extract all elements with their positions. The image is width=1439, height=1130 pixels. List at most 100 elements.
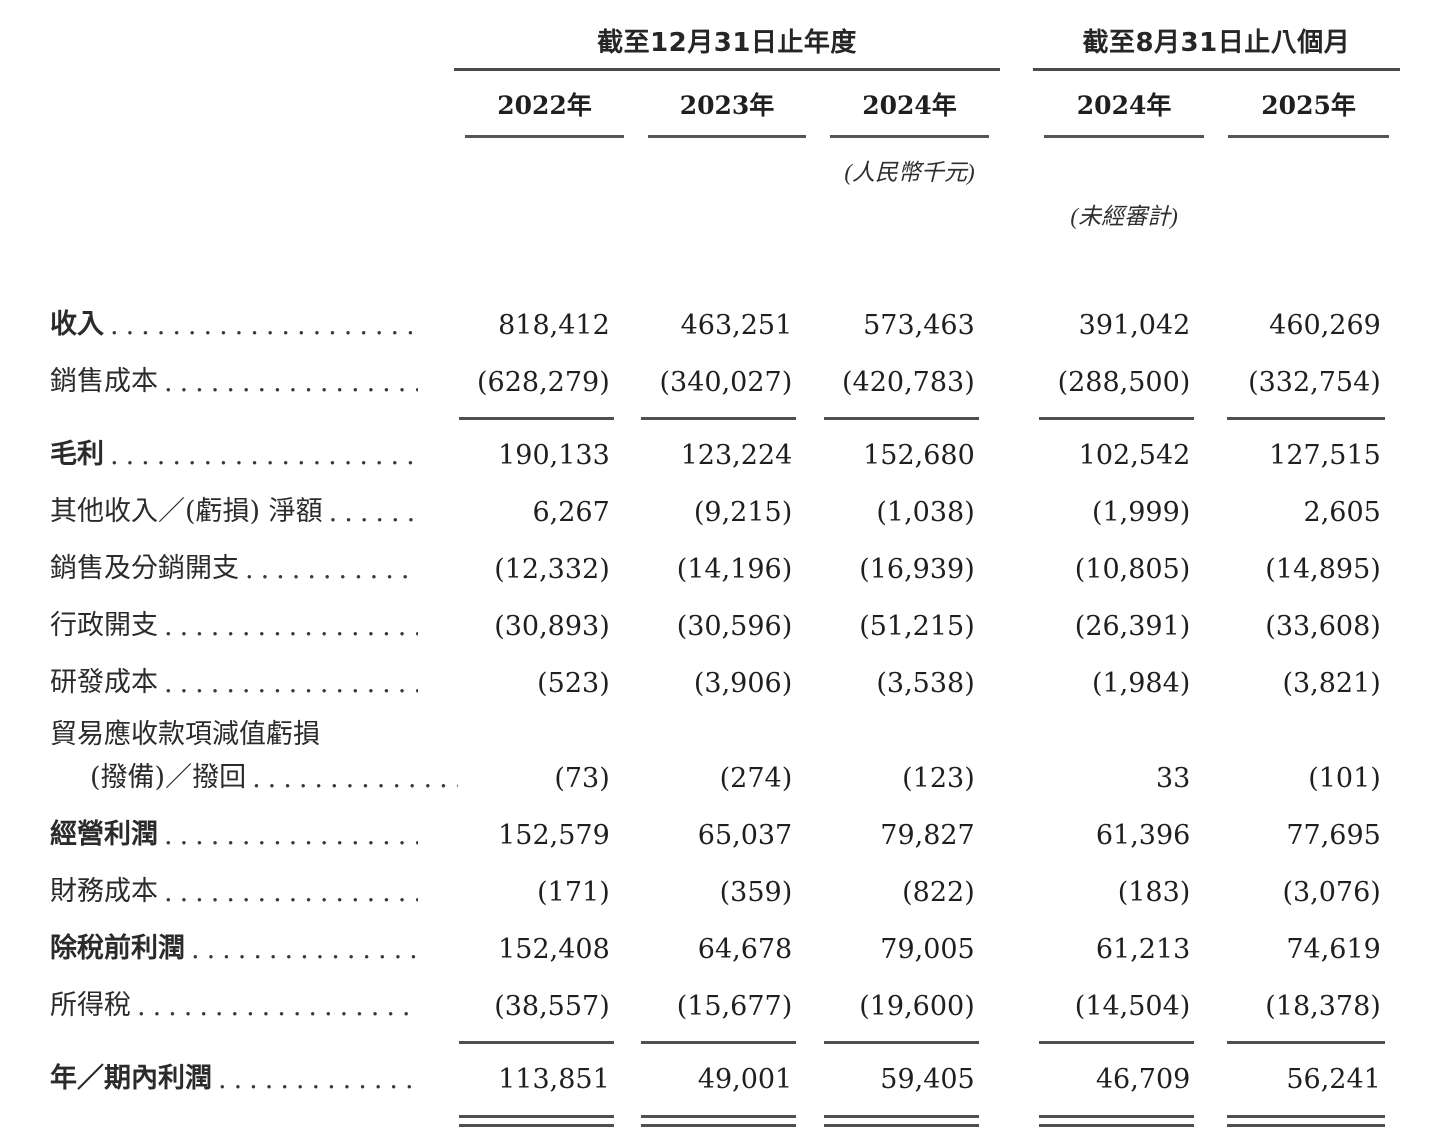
tail-selling — [1401, 537, 1439, 594]
header-tail-blank — [1401, 0, 1439, 67]
cell-cost-2025i: (332,754) — [1248, 367, 1381, 398]
unit-blank-gap — [1001, 139, 1032, 187]
year-header-2022: 2022年 — [497, 91, 592, 120]
cell-rd-2025i: (3,821) — [1282, 668, 1381, 699]
year-blank-tail — [1401, 72, 1439, 134]
cell-tax-2024i: (14,504) — [1074, 991, 1191, 1022]
dbl-2023 — [636, 1104, 819, 1130]
cell-revenue-2024a: 573,463 — [863, 310, 975, 341]
table-row-finance-costs: 財務成本 (171) (359) (822) (183) (3,076) — [0, 860, 1439, 917]
cell-other-2022: 6,267 — [532, 497, 610, 528]
gap-revenue — [1001, 293, 1032, 350]
cell-admin-2024a: (51,215) — [859, 611, 975, 642]
tail-tax — [1401, 974, 1439, 1031]
gap-oper — [1001, 803, 1032, 860]
cell-oper-2023: 65,037 — [697, 820, 793, 851]
unaud-blank-2025i — [1216, 187, 1401, 231]
unaud-blank-2022 — [453, 187, 636, 231]
cell-other-2024i: (1,999) — [1091, 497, 1191, 528]
blank-imp1-2024i — [1032, 708, 1217, 753]
blank-imp1-2025i — [1216, 708, 1401, 753]
unit-blank-2024i — [1032, 139, 1217, 187]
subtotal-rule-gross-profit — [0, 407, 1439, 423]
group-header-eight-months: 截至8月31日止八個月 — [1082, 28, 1351, 58]
cell-impairment-2023: (274) — [719, 763, 793, 794]
dot-leader — [158, 369, 418, 396]
rule-2023-1 — [636, 407, 819, 423]
tail-pbt — [1401, 917, 1439, 974]
header-body-spacer — [0, 231, 1439, 293]
header-year-row: 2022年 2023年 2024年 2024年 2025年 — [0, 72, 1439, 134]
cell-revenue-2025i: 460,269 — [1269, 310, 1381, 341]
cell-tax-2025i: (18,378) — [1265, 991, 1381, 1022]
dbl-2024i — [1032, 1104, 1217, 1130]
row-label-text: 其他收入／(虧損) 淨額 — [50, 496, 323, 527]
cell-selling-2024a: (16,939) — [859, 554, 975, 585]
cell-impairment-2024i: 33 — [1155, 763, 1191, 794]
tail-fin — [1401, 860, 1439, 917]
cell-impairment-2024a: (123) — [902, 763, 975, 794]
gap-admin — [1001, 594, 1032, 651]
dot-leader — [131, 993, 418, 1020]
unaud-blank-label — [0, 187, 453, 231]
table-row-other-income-net: 其他收入／(虧損) 淨額 6,267 (9,215) (1,038) (1,99… — [0, 480, 1439, 537]
header-gap-blank — [1001, 0, 1032, 67]
year-header-2024-interim: 2024年 — [1076, 91, 1172, 120]
row-label-profit-for-period: 年／期內利潤 — [0, 1047, 453, 1104]
year-blank-gap — [1001, 72, 1032, 134]
rule-2025i-2 — [1216, 1031, 1401, 1047]
cell-tax-2023: (15,677) — [676, 991, 793, 1022]
dot-leader — [104, 312, 418, 339]
row-label-text: 財務成本 — [50, 876, 158, 907]
cell-oper-2024a: 79,827 — [880, 820, 975, 851]
row-label-profit-before-tax: 除稅前利潤 — [0, 917, 453, 974]
cell-pbt-2024i: 61,213 — [1095, 934, 1191, 965]
gap-pbt — [1001, 917, 1032, 974]
year-blank-label — [0, 72, 453, 134]
row-label-finance-costs: 財務成本 — [0, 860, 453, 917]
dot-leader — [158, 613, 418, 640]
row-label-impairment-line2: (撥備)／撥回 — [0, 753, 453, 803]
gap-fin — [1001, 860, 1032, 917]
cell-rd-2023: (3,906) — [693, 668, 793, 699]
tail-profit — [1401, 1047, 1439, 1104]
rule-2023-2 — [636, 1031, 819, 1047]
dot-leader — [158, 822, 418, 849]
dot-leader — [158, 879, 418, 906]
unit-note-row: (人民幣千元) — [0, 139, 1439, 187]
table-row-rd-costs: 研發成本 (523) (3,906) (3,538) (1,984) (3,82… — [0, 651, 1439, 708]
cell-rd-2024a: (3,538) — [876, 668, 975, 699]
dbl-2022 — [453, 1104, 636, 1130]
cell-profit-2023: 49,001 — [697, 1064, 793, 1095]
table-row-profit-before-tax: 除稅前利潤 152,408 64,678 79,005 61,213 74,61… — [0, 917, 1439, 974]
cell-admin-2023: (30,596) — [676, 611, 793, 642]
row-label-text: 除稅前利潤 — [50, 933, 185, 964]
gap-selling — [1001, 537, 1032, 594]
table-row-income-tax: 所得稅 (38,557) (15,677) (19,600) (14,504) … — [0, 974, 1439, 1031]
tail-oper — [1401, 803, 1439, 860]
cell-selling-2022: (12,332) — [494, 554, 610, 585]
dot-leader — [158, 670, 418, 697]
group-header-annual: 截至12月31日止年度 — [597, 28, 857, 58]
tail-rd — [1401, 651, 1439, 708]
rule-2024i-1 — [1032, 407, 1217, 423]
dbl-blank-label — [0, 1104, 453, 1130]
cell-pbt-2022: 152,408 — [498, 934, 610, 965]
rule-2024i-2 — [1032, 1031, 1217, 1047]
cell-cost-2024a: (420,783) — [842, 367, 975, 398]
cell-admin-2025i: (33,608) — [1265, 611, 1381, 642]
table-row-profit-for-period: 年／期內利潤 113,851 49,001 59,405 46,709 56,2… — [0, 1047, 1439, 1104]
rule-2024a-1 — [818, 407, 1001, 423]
dot-leader — [185, 936, 418, 963]
unaudited-note-row: (未經審計) — [0, 187, 1439, 231]
dot-leader — [104, 442, 418, 469]
row-label-operating-profit: 經營利潤 — [0, 803, 453, 860]
unaudited-note: (未經審計) — [1070, 204, 1178, 229]
cell-profit-2024i: 46,709 — [1095, 1064, 1191, 1095]
row-label-text: 經營利潤 — [50, 819, 158, 850]
blank-imp1-gap — [1001, 708, 1032, 753]
cell-revenue-2024i: 391,042 — [1078, 310, 1191, 341]
row-label-text: 行政開支 — [50, 610, 158, 641]
